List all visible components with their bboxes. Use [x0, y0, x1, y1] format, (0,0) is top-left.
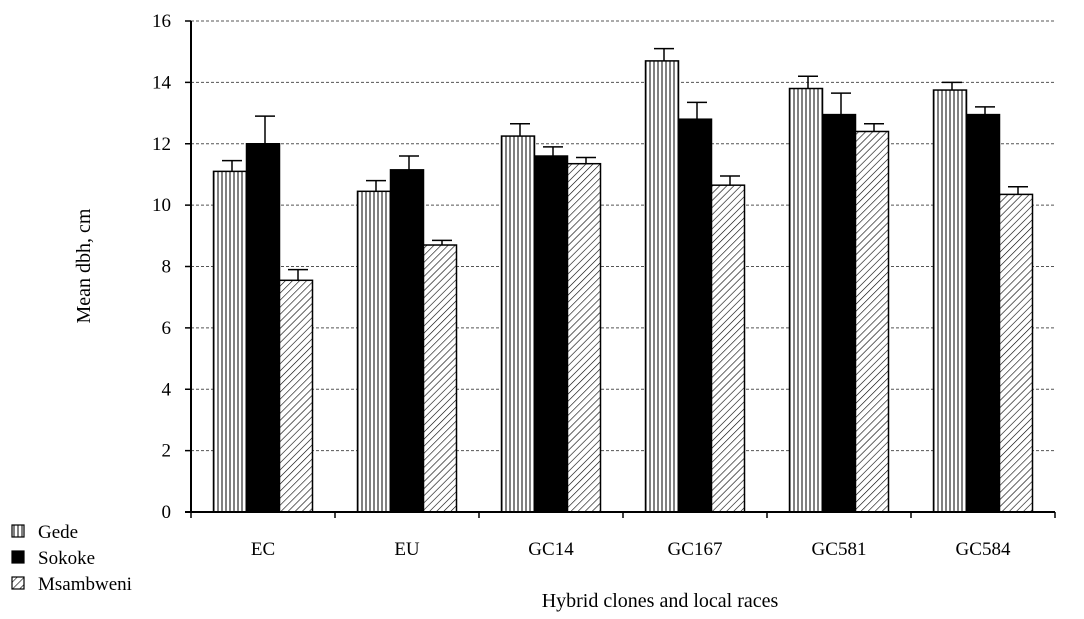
grid-lines — [191, 20, 1055, 452]
y-tick-label: 16 — [152, 11, 171, 32]
error-bars — [222, 47, 1028, 281]
bar-sokoke-gc584 — [965, 113, 1001, 513]
bar-gede-gc167 — [644, 60, 680, 513]
bar-sokoke-ec — [245, 143, 281, 513]
x-tick-labels: EC EU GC14 GC167 GC581 GC584 — [251, 539, 1011, 560]
x-tick-label: GC14 — [528, 539, 574, 560]
y-tick-label: 10 — [152, 195, 171, 216]
bar-sokoke-gc581 — [821, 113, 857, 513]
y-tick-label: 4 — [162, 379, 172, 400]
x-tick-label: GC581 — [812, 539, 867, 560]
legend-swatch-sokoke — [11, 550, 25, 564]
bar-msambweni-eu — [422, 244, 458, 513]
axes — [185, 20, 1056, 518]
y-tick-label: 12 — [152, 134, 171, 155]
bar-msambweni-ec — [278, 279, 314, 513]
bar-gede-eu — [356, 190, 392, 513]
legend-label-gede: Gede — [38, 522, 78, 543]
bar-gede-ec — [212, 170, 248, 513]
y-tick-label: 14 — [152, 72, 172, 93]
bar-msambweni-gc167 — [710, 184, 746, 513]
x-tick-label: GC167 — [668, 539, 723, 560]
x-axis-title: Hybrid clones and local races — [542, 590, 779, 612]
bar-gede-gc584 — [932, 89, 968, 513]
bars — [212, 60, 1034, 513]
bar-msambweni-gc584 — [998, 193, 1034, 513]
legend: Gede Sokoke Msambweni — [11, 522, 132, 595]
bar-sokoke-gc167 — [677, 118, 713, 513]
legend-swatch-msambweni — [11, 576, 25, 590]
y-tick-labels: 0 2 4 6 8 10 12 14 16 — [152, 11, 172, 523]
x-tick-label: GC584 — [956, 539, 1011, 560]
bar-gede-gc581 — [788, 87, 824, 513]
bar-sokoke-eu — [389, 169, 425, 513]
bar-gede-gc14 — [500, 135, 536, 513]
legend-swatch-gede — [11, 524, 25, 538]
legend-label-msambweni: Msambweni — [38, 574, 132, 595]
y-tick-label: 0 — [162, 502, 172, 523]
y-tick-label: 2 — [162, 441, 172, 462]
y-tick-label: 6 — [162, 318, 172, 339]
y-tick-label: 8 — [162, 257, 172, 278]
bar-msambweni-gc14 — [566, 162, 602, 513]
bar-msambweni-gc581 — [854, 130, 890, 513]
y-axis-title: Mean dbh, cm — [73, 208, 95, 323]
x-tick-label: EC — [251, 539, 275, 560]
bar-sokoke-gc14 — [533, 155, 569, 513]
legend-label-sokoke: Sokoke — [38, 548, 95, 569]
x-tick-label: EU — [394, 539, 420, 560]
